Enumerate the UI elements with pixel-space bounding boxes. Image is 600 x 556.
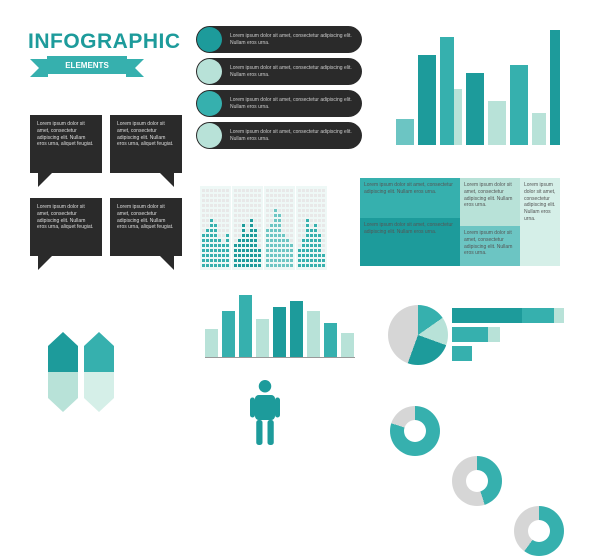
- bars-top-chart: [396, 30, 564, 145]
- donut-chart: [452, 456, 502, 506]
- hbar-row: [452, 327, 564, 342]
- bar: [440, 37, 454, 145]
- page-title: INFOGRAPHIC: [28, 30, 181, 54]
- pill-item: Lorem ipsum dolor sit amet, consectetur …: [196, 58, 362, 85]
- bar: [324, 323, 337, 357]
- hbar-row: [452, 308, 564, 323]
- bar: [510, 65, 528, 145]
- treemap-block: Lorem ipsum dolor sit amet, consectetur …: [520, 178, 560, 266]
- speech-box: Lorem ipsum dolor sit amet, consectetur …: [110, 198, 182, 256]
- bar: [396, 119, 414, 145]
- pill-item: Lorem ipsum dolor sit amet, consectetur …: [196, 122, 362, 149]
- arrow-pair: [84, 332, 114, 412]
- bar: [532, 113, 546, 145]
- speech-box: Lorem ipsum dolor sit amet, consectetur …: [30, 115, 102, 173]
- bar: [418, 55, 436, 145]
- bar: [222, 311, 235, 357]
- bar: [341, 333, 354, 357]
- arrow-shapes: [48, 332, 114, 412]
- bar: [290, 301, 303, 357]
- bar: [307, 311, 320, 357]
- hbar-row: [452, 346, 564, 361]
- bar: [466, 73, 484, 145]
- bar: [239, 295, 252, 357]
- subtitle-ribbon: ELEMENTS: [42, 56, 132, 74]
- pie-chart: [388, 305, 448, 365]
- bar: [550, 30, 560, 145]
- bar: [256, 319, 269, 357]
- person-icon: [250, 380, 280, 445]
- dotted-chart: [200, 186, 327, 270]
- donut-chart: [390, 406, 440, 456]
- stacked-hbars: [452, 308, 564, 361]
- speech-box: Lorem ipsum dolor sit amet, consectetur …: [110, 115, 182, 173]
- subtitle-text: ELEMENTS: [47, 56, 127, 74]
- pill-item: Lorem ipsum dolor sit amet, consectetur …: [196, 90, 362, 117]
- pill-item: Lorem ipsum dolor sit amet, consectetur …: [196, 26, 362, 53]
- pill-list: Lorem ipsum dolor sit amet, consectetur …: [196, 26, 362, 149]
- bar: [205, 329, 218, 357]
- treemap-block: Lorem ipsum dolor sit amet, consectetur …: [360, 218, 460, 266]
- arrow-pair: [48, 332, 78, 412]
- treemap-block: Lorem ipsum dolor sit amet, consectetur …: [360, 178, 460, 218]
- treemap-block: Lorem ipsum dolor sit amet, consectetur …: [460, 226, 520, 266]
- speech-box: Lorem ipsum dolor sit amet, consectetur …: [30, 198, 102, 256]
- bar: [488, 101, 506, 145]
- bar: [273, 307, 286, 357]
- mid-bar-chart: [205, 288, 355, 358]
- treemap-block: Lorem ipsum dolor sit amet, consectetur …: [460, 178, 520, 226]
